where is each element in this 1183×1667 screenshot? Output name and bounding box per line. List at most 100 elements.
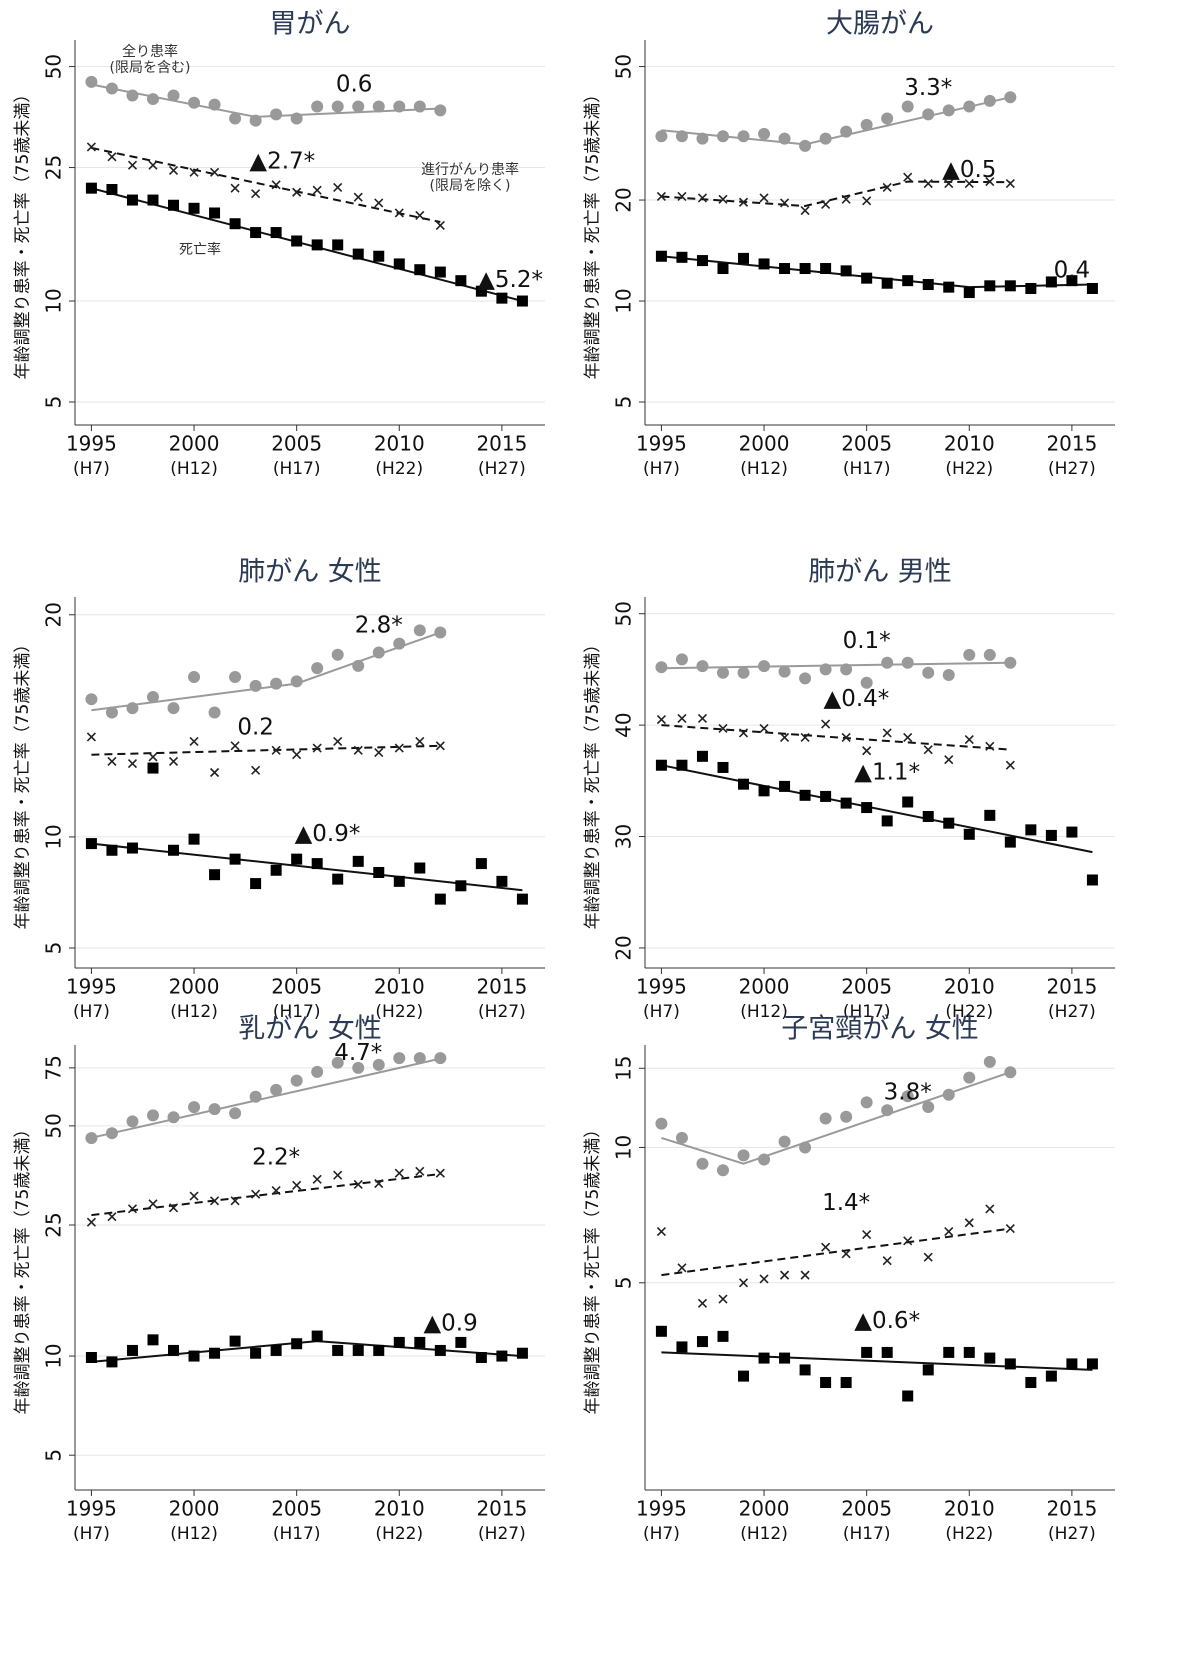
marker-square bbox=[963, 287, 975, 299]
trend-line bbox=[91, 1057, 441, 1139]
marker-square bbox=[126, 194, 138, 206]
marker-square bbox=[516, 893, 528, 905]
marker-square bbox=[696, 1336, 708, 1348]
marker-square bbox=[332, 873, 344, 885]
marker-x bbox=[127, 759, 138, 769]
annotation: 0.1* bbox=[843, 628, 891, 654]
marker-square bbox=[1025, 282, 1037, 294]
marker-circle bbox=[167, 1111, 180, 1124]
marker-x bbox=[292, 750, 302, 760]
marker-circle bbox=[799, 672, 812, 685]
marker-circle bbox=[819, 663, 832, 676]
marker-x bbox=[862, 196, 872, 206]
marker-square bbox=[250, 878, 262, 890]
marker-x bbox=[944, 178, 954, 189]
marker-x bbox=[435, 220, 445, 231]
marker-square bbox=[779, 263, 791, 275]
marker-square bbox=[943, 1346, 955, 1358]
marker-x bbox=[230, 741, 240, 751]
marker-square bbox=[922, 279, 934, 291]
marker-circle bbox=[799, 139, 812, 152]
marker-x bbox=[209, 167, 220, 177]
marker-square bbox=[270, 227, 282, 239]
marker-x bbox=[821, 719, 831, 729]
annotation: 0.6 bbox=[336, 72, 373, 98]
marker-circle bbox=[249, 1090, 262, 1103]
marker-circle bbox=[1004, 656, 1017, 669]
marker-square bbox=[475, 1351, 487, 1363]
marker-circle bbox=[655, 1117, 668, 1130]
x-tick-sublabel: (H7) bbox=[73, 1524, 110, 1544]
marker-circle bbox=[270, 677, 283, 690]
marker-circle bbox=[331, 1056, 344, 1069]
x-tick-label: 2005 bbox=[271, 1497, 322, 1521]
marker-circle bbox=[229, 1107, 242, 1120]
x-tick-sublabel: (H22) bbox=[945, 459, 993, 479]
marker-circle bbox=[716, 1164, 729, 1177]
marker-x bbox=[985, 177, 995, 187]
marker-circle bbox=[105, 706, 118, 719]
series-label-line: (限局を含む) bbox=[110, 60, 191, 76]
marker-x bbox=[862, 1230, 872, 1240]
marker-circle bbox=[188, 1101, 201, 1114]
marker-square bbox=[943, 281, 955, 293]
x-tick-label: 2000 bbox=[739, 432, 790, 456]
marker-circle bbox=[352, 1061, 365, 1074]
marker-x bbox=[738, 1278, 749, 1288]
annotation: 3.8* bbox=[884, 1080, 932, 1106]
marker-circle bbox=[413, 1052, 426, 1065]
marker-x bbox=[841, 194, 851, 204]
marker-x bbox=[127, 1204, 138, 1214]
marker-square bbox=[1004, 280, 1016, 292]
marker-circle bbox=[146, 690, 159, 703]
marker-circle bbox=[188, 670, 201, 683]
y-tick-label: 40 bbox=[612, 712, 636, 737]
y-tick-label: 5 bbox=[612, 396, 636, 409]
marker-square bbox=[496, 1350, 508, 1362]
y-tick-label: 50 bbox=[612, 54, 636, 79]
trend-line bbox=[661, 661, 1011, 670]
marker-square bbox=[168, 844, 180, 856]
marker-x bbox=[230, 1196, 240, 1206]
marker-square bbox=[393, 875, 405, 887]
marker-circle bbox=[105, 82, 118, 95]
marker-square bbox=[922, 1364, 934, 1376]
marker-square bbox=[696, 255, 708, 267]
marker-x bbox=[353, 745, 363, 755]
marker-x bbox=[923, 1252, 933, 1262]
marker-circle bbox=[922, 1101, 935, 1114]
trend-line bbox=[91, 744, 441, 756]
marker-circle bbox=[758, 660, 771, 673]
annotation: 0.4 bbox=[1054, 257, 1091, 283]
y-axis-label: 年齢調整り患率・死亡率（75歳未満） bbox=[583, 1121, 603, 1415]
marker-circle bbox=[840, 1110, 853, 1123]
marker-circle bbox=[675, 130, 688, 143]
marker-square bbox=[188, 1350, 200, 1362]
marker-circle bbox=[229, 670, 242, 683]
marker-square bbox=[352, 1344, 364, 1356]
x-tick-label: 2015 bbox=[476, 975, 527, 999]
x-tick-sublabel: (H17) bbox=[843, 1002, 891, 1022]
marker-square bbox=[881, 815, 893, 827]
y-axis-label: 年齢調整り患率・死亡率（75歳未満） bbox=[13, 1121, 33, 1415]
marker-x bbox=[271, 1186, 281, 1196]
marker-x bbox=[841, 732, 851, 742]
marker-circle bbox=[146, 1109, 159, 1122]
x-tick-label: 2010 bbox=[374, 432, 425, 456]
series-label: 死亡率 bbox=[179, 241, 221, 258]
marker-x bbox=[107, 756, 117, 766]
marker-x bbox=[821, 199, 831, 210]
x-tick-label: 2015 bbox=[476, 1497, 527, 1521]
panel-title: 肺がん 女性 bbox=[238, 557, 382, 588]
x-tick-sublabel: (H7) bbox=[73, 459, 110, 479]
marker-circle bbox=[393, 637, 406, 650]
marker-circle bbox=[819, 1112, 832, 1125]
x-tick-sublabel: (H7) bbox=[643, 1002, 680, 1022]
trend-line bbox=[661, 1071, 1011, 1165]
marker-square bbox=[676, 1341, 688, 1353]
marker-circle bbox=[737, 1149, 750, 1162]
series-label-line: 全り患率 bbox=[122, 43, 178, 60]
marker-square bbox=[311, 239, 323, 251]
